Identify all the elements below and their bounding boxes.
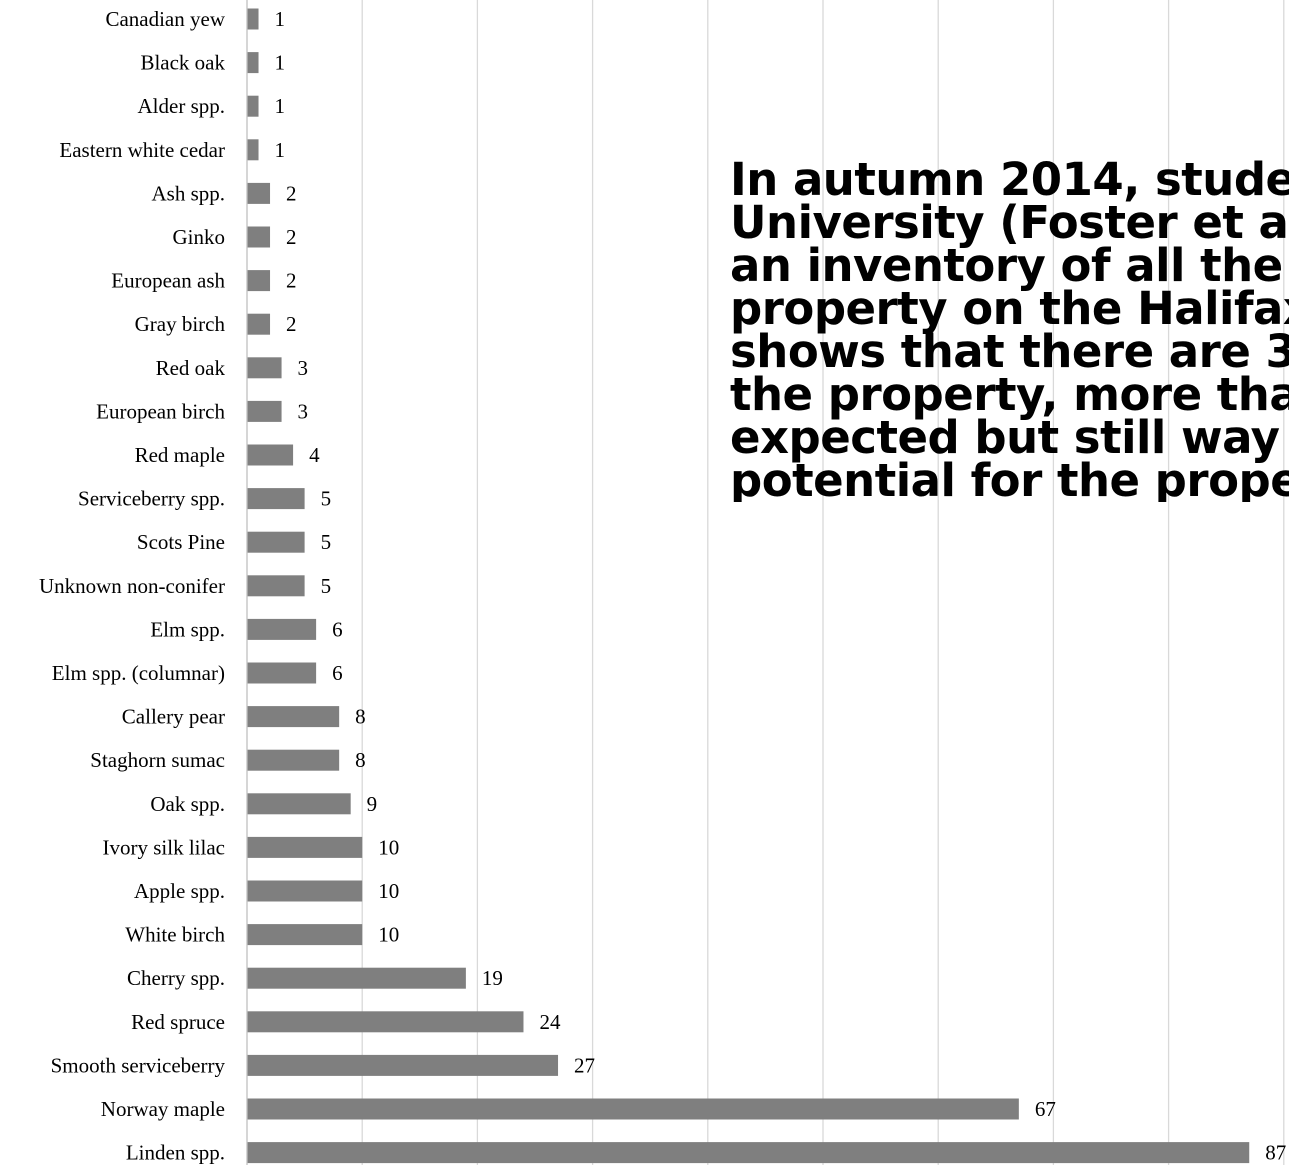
value-label: 10 <box>378 923 399 947</box>
caption-line: the property, more than initially <box>730 368 1289 421</box>
bar <box>247 880 363 902</box>
value-label: 8 <box>355 705 366 729</box>
bar <box>247 575 305 597</box>
category-label: Callery pear <box>122 705 225 729</box>
value-label: 2 <box>286 225 297 249</box>
value-label: 5 <box>321 530 332 554</box>
category-label: Linden spp. <box>126 1141 225 1165</box>
bar <box>247 749 340 771</box>
category-label: Oak spp. <box>150 792 225 816</box>
bar <box>247 706 340 728</box>
bar <box>247 270 271 292</box>
value-label: 6 <box>332 661 343 685</box>
value-label: 1 <box>275 51 286 75</box>
bar <box>247 618 317 640</box>
category-label: Black oak <box>140 51 225 75</box>
category-label: Unknown non-conifer <box>39 574 225 598</box>
value-label: 1 <box>275 94 286 118</box>
category-label: Elm spp. (columnar) <box>52 661 225 685</box>
caption-line: potential for the property. <box>730 454 1289 502</box>
caption-line: an inventory of all the trees on the <box>730 239 1289 292</box>
category-label: Serviceberry spp. <box>78 487 225 511</box>
category-label: Eastern white cedar <box>59 138 225 162</box>
bar <box>247 182 271 204</box>
value-label: 2 <box>286 312 297 336</box>
bar <box>247 8 259 30</box>
category-label: White birch <box>125 923 225 947</box>
bar <box>247 1054 559 1076</box>
bar <box>247 1011 524 1033</box>
category-label: Ivory silk lilac <box>103 835 225 859</box>
category-label: Red maple <box>135 443 225 467</box>
category-label: Alder spp. <box>138 94 226 118</box>
value-label: 3 <box>298 356 309 380</box>
bar <box>247 662 317 684</box>
bar <box>247 1142 1250 1164</box>
category-label: Red oak <box>156 356 226 380</box>
value-label: 2 <box>286 269 297 293</box>
category-label: Canadian yew <box>105 7 225 31</box>
overlay-caption: In autumn 2014, students from Saint Mary… <box>730 158 1289 502</box>
value-label: 24 <box>539 1010 561 1034</box>
bar <box>247 52 259 74</box>
caption-line: In autumn 2014, students from Saint Mary… <box>730 158 1289 206</box>
category-label: Norway maple <box>101 1097 225 1121</box>
caption-line: property on the Halifax campus. This <box>730 282 1289 335</box>
caption-line: expected but still way below the <box>730 411 1289 464</box>
bar <box>247 226 271 248</box>
category-label: Cherry spp. <box>127 966 225 990</box>
category-label: Apple spp. <box>134 879 225 903</box>
bars <box>247 8 1250 1164</box>
category-label: European ash <box>111 269 225 293</box>
bar <box>247 967 466 989</box>
bar <box>247 357 282 379</box>
value-label: 5 <box>321 574 332 598</box>
category-label: Scots Pine <box>137 530 225 554</box>
value-label: 19 <box>482 966 503 990</box>
value-label: 1 <box>275 7 286 31</box>
category-labels: Canadian yew Black oak Alder spp. Eastern w… <box>39 7 226 1165</box>
bar <box>247 95 259 117</box>
value-label: 9 <box>367 792 378 816</box>
category-label: Red spruce <box>131 1010 225 1034</box>
value-label: 3 <box>298 399 309 423</box>
value-label: 10 <box>378 879 399 903</box>
value-label: 2 <box>286 181 297 205</box>
bar <box>247 313 271 335</box>
bar <box>247 400 282 422</box>
gridlines <box>361 0 1285 1165</box>
category-label: Staghorn sumac <box>90 748 225 772</box>
value-label: 67 <box>1035 1097 1056 1121</box>
bar <box>247 1098 1019 1120</box>
value-label: 4 <box>309 443 320 467</box>
caption-line: shows that there are 344 trees on <box>730 325 1289 378</box>
value-label: 87 <box>1265 1141 1286 1165</box>
bar <box>247 139 259 161</box>
value-label: 10 <box>378 835 399 859</box>
bar <box>247 488 305 510</box>
bar <box>247 444 294 466</box>
value-label: 8 <box>355 748 366 772</box>
caption-line: University (Foster et al.) conducted <box>730 196 1289 249</box>
value-label: 6 <box>332 617 343 641</box>
category-label: Smooth serviceberry <box>51 1053 226 1077</box>
bar <box>247 924 363 946</box>
value-label: 1 <box>275 138 286 162</box>
value-label: 5 <box>321 487 332 511</box>
category-label: European birch <box>96 399 225 423</box>
bar <box>247 531 305 553</box>
category-label: Elm spp. <box>150 617 225 641</box>
bar <box>247 836 363 858</box>
category-label: Ginko <box>173 225 226 249</box>
bar <box>247 793 351 815</box>
value-label: 27 <box>574 1053 595 1077</box>
category-label: Ash spp. <box>151 181 225 205</box>
category-label: Gray birch <box>135 312 226 336</box>
